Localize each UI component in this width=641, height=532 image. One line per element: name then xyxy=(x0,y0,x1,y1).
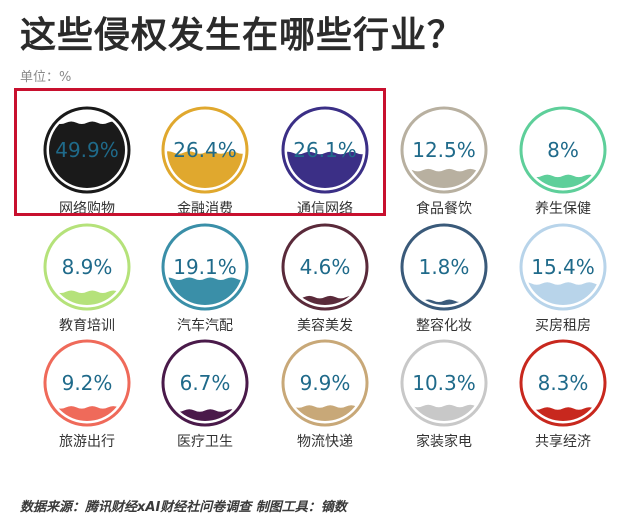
fill-14 xyxy=(525,407,601,421)
category-label-13: 家装家电 xyxy=(416,433,472,450)
gauge-3: 12.5% 食品餐饮 xyxy=(400,106,488,217)
gauge-12: 9.9% 物流快递 xyxy=(281,339,369,450)
value-label-6: 19.1% xyxy=(173,255,237,279)
fill-12 xyxy=(287,405,363,421)
ring-0 xyxy=(43,106,131,194)
category-label-7: 美容美发 xyxy=(297,317,353,334)
gauge-14: 8.3% 共享经济 xyxy=(519,339,607,450)
ring-4 xyxy=(519,106,607,194)
ring-9 xyxy=(519,223,607,311)
value-label-4: 8% xyxy=(547,138,579,162)
chart-title: 这些侵权发生在哪些行业？ xyxy=(20,15,465,56)
value-label-7: 4.6% xyxy=(300,255,351,279)
category-label-4: 养生保健 xyxy=(535,201,591,217)
unit-label: 单位：% xyxy=(20,70,72,85)
value-label-1: 26.4% xyxy=(173,138,237,162)
category-label-6: 汽车汽配 xyxy=(177,317,233,334)
category-label-14: 共享经济 xyxy=(535,433,591,450)
ring-3 xyxy=(400,106,488,194)
category-label-9: 买房租房 xyxy=(535,318,591,334)
gauge-8: 1.8% 整容化妆 xyxy=(400,223,488,334)
fill-10 xyxy=(49,406,125,421)
value-label-10: 9.2% xyxy=(62,371,113,395)
ring-13 xyxy=(400,339,488,427)
ring-6 xyxy=(161,223,249,311)
source-note: 数据来源：腾讯财经xAI财经社问卷调查 制图工具：镝数 xyxy=(20,500,347,515)
fill-0 xyxy=(49,121,125,188)
category-label-3: 食品餐饮 xyxy=(416,200,472,217)
gauge-0: 49.9%网络购物 xyxy=(43,106,131,217)
value-label-9: 15.4% xyxy=(531,255,595,279)
category-label-5: 教育培训 xyxy=(59,318,115,334)
gauge-4: 8% 养生保健 xyxy=(519,106,607,217)
fill-11 xyxy=(167,409,243,421)
fill-5 xyxy=(49,290,125,305)
value-label-0: 49.9% xyxy=(55,138,119,162)
gauge-9: 15.4% 买房租房 xyxy=(519,223,607,334)
ring-2 xyxy=(281,106,369,194)
value-label-12: 9.9% xyxy=(300,371,351,395)
gauge-11: 6.7% 医疗卫生 xyxy=(161,339,249,450)
highlight-box xyxy=(14,88,386,216)
gauge-7: 4.6% 美容美发 xyxy=(281,223,369,334)
value-label-14: 8.3% xyxy=(538,371,589,395)
gauge-6: 19.1% 汽车汽配 xyxy=(161,223,249,334)
ring-8 xyxy=(400,223,488,311)
category-label-12: 物流快递 xyxy=(297,434,353,450)
category-label-10: 旅游出行 xyxy=(59,434,115,450)
ring-1 xyxy=(161,106,249,194)
category-label-8: 整容化妆 xyxy=(416,317,472,334)
ring-5 xyxy=(43,223,131,311)
ring-7 xyxy=(281,223,369,311)
gauge-10: 9.2% 旅游出行 xyxy=(43,339,131,450)
value-label-3: 12.5% xyxy=(412,138,476,162)
value-label-5: 8.9% xyxy=(62,255,113,279)
ring-10 xyxy=(43,339,131,427)
fill-4 xyxy=(525,174,601,188)
gauge-13: 10.3% 家装家电 xyxy=(400,339,488,450)
value-label-8: 1.8% xyxy=(419,255,470,279)
gauge-5: 8.9% 教育培训 xyxy=(43,223,131,334)
ring-12 xyxy=(281,339,369,427)
category-label-11: 医疗卫生 xyxy=(177,434,233,450)
ring-14 xyxy=(519,339,607,427)
value-label-13: 10.3% xyxy=(412,371,476,395)
value-label-2: 26.1% xyxy=(293,138,357,162)
ring-11 xyxy=(161,339,249,427)
fill-6 xyxy=(167,277,243,305)
value-label-11: 6.7% xyxy=(180,371,231,395)
